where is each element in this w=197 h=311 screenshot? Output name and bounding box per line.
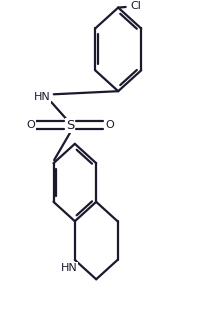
Text: S: S <box>66 119 74 132</box>
Text: HN: HN <box>33 92 50 102</box>
Text: O: O <box>105 120 114 130</box>
Text: O: O <box>26 120 35 130</box>
Text: HN: HN <box>60 263 77 273</box>
Text: Cl: Cl <box>130 1 141 11</box>
